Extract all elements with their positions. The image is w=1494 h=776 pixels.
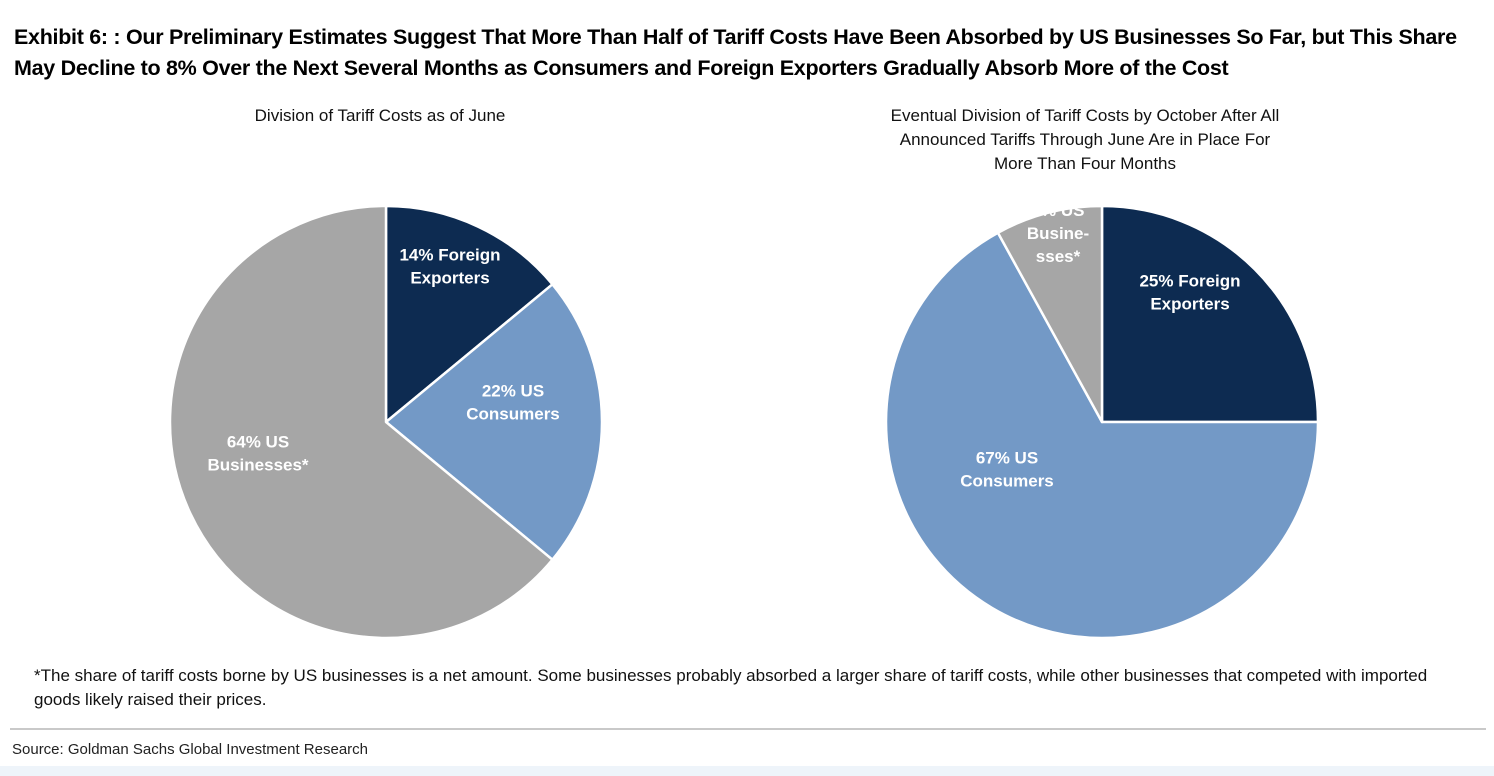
pie-slice-us-businesses — [996, 204, 1104, 424]
divider — [10, 728, 1486, 730]
left-chart-title: Division of Tariff Costs as of June — [254, 106, 506, 125]
pie-chart-october: 25% Foreign Exporters 67% US Consumers 8% US… — [884, 201, 1320, 640]
slice-label-us-consumers: 67% US Consumers — [960, 449, 1054, 491]
slice-label-us-consumers: 22% US Consumers — [466, 382, 560, 424]
bottom-strip — [0, 766, 1494, 776]
right-chart-title: Eventual Division of Tariff Costs by Oct… — [890, 106, 1280, 173]
pie-charts-canvas: 14% Foreign Exporters 22% US Consumers 64% U… — [168, 201, 1320, 640]
slice-label-foreign-exporters: 25% Foreign Exporters — [1139, 272, 1240, 314]
exhibit-title: Exhibit 6: : Our Preliminary Estimates S… — [14, 25, 1457, 80]
footnote: *The share of tariff costs borne by US b… — [34, 666, 1428, 709]
pie-chart-june: 14% Foreign Exporters 22% US Consumers 64% U… — [168, 204, 604, 640]
slice-label-foreign-exporters: 14% Foreign Exporters — [399, 246, 500, 288]
slice-label-us-businesses: 8% US Busine-sses* — [1027, 201, 1089, 266]
pie-slice-foreign-exporters — [384, 204, 554, 424]
slice-label-us-businesses: 64% US Businesses* — [207, 433, 308, 475]
pie-slice-us-consumers — [384, 283, 604, 561]
source-note: Source: Goldman Sachs Global Investment … — [12, 741, 369, 758]
pie-slice-us-businesses — [168, 204, 554, 640]
pie-slice-us-consumers — [884, 231, 1320, 640]
pie-slice-foreign-exporters — [1100, 204, 1320, 424]
